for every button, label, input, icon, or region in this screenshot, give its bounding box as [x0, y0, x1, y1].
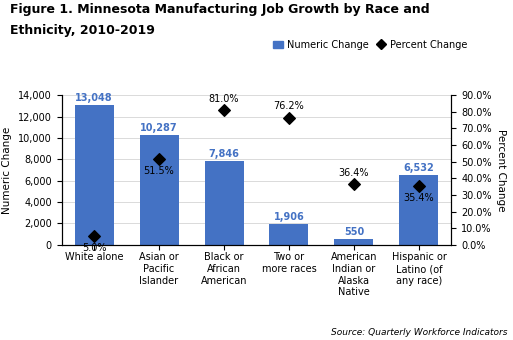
Text: 10,287: 10,287: [140, 123, 178, 133]
Y-axis label: Percent Change: Percent Change: [496, 129, 506, 211]
Text: Ethnicity, 2010-2019: Ethnicity, 2010-2019: [10, 24, 155, 37]
Text: 1,906: 1,906: [273, 212, 304, 222]
Bar: [400, 175, 439, 245]
Point: [350, 182, 358, 187]
Bar: [74, 105, 113, 245]
Point: [220, 107, 228, 113]
Point: [415, 183, 423, 189]
Text: 35.4%: 35.4%: [404, 192, 435, 203]
Y-axis label: Numeric Change: Numeric Change: [3, 126, 12, 214]
Text: 13,048: 13,048: [75, 93, 113, 103]
Bar: [205, 161, 244, 245]
Bar: [334, 239, 373, 245]
Text: 76.2%: 76.2%: [273, 101, 304, 112]
Bar: [140, 135, 179, 245]
Text: 36.4%: 36.4%: [339, 168, 369, 177]
Text: 81.0%: 81.0%: [209, 94, 239, 103]
Text: 550: 550: [344, 227, 364, 237]
Text: 7,846: 7,846: [209, 149, 240, 159]
Legend: Numeric Change, Percent Change: Numeric Change, Percent Change: [269, 36, 471, 53]
Bar: [269, 224, 308, 245]
Point: [155, 156, 163, 162]
Text: Source: Quarterly Workforce Indicators: Source: Quarterly Workforce Indicators: [331, 328, 508, 337]
Text: 51.5%: 51.5%: [144, 166, 174, 176]
Text: 5.0%: 5.0%: [82, 243, 106, 253]
Point: [285, 115, 293, 121]
Point: [90, 234, 98, 239]
Text: 6,532: 6,532: [404, 163, 435, 173]
Text: Figure 1. Minnesota Manufacturing Job Growth by Race and: Figure 1. Minnesota Manufacturing Job Gr…: [10, 3, 430, 16]
